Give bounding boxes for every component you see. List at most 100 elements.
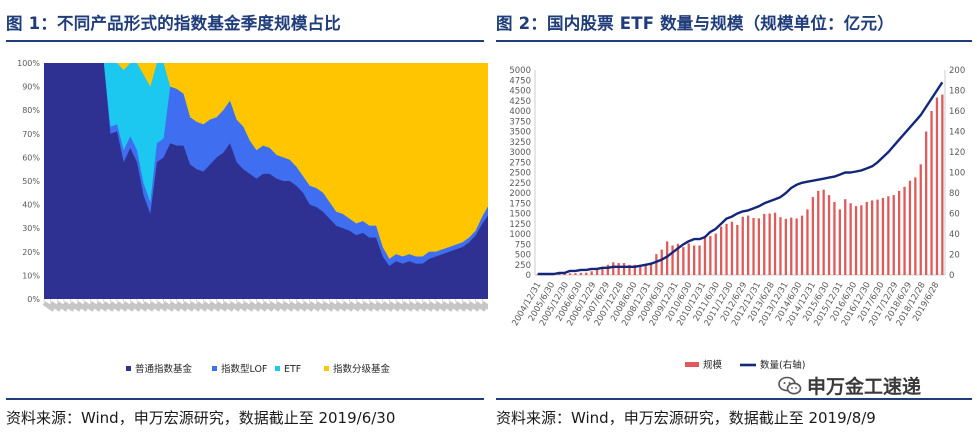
bar-scale (649, 262, 653, 275)
bar-scale (709, 236, 712, 275)
y-left-tick-label: 4250 (509, 97, 531, 107)
bar-scale (687, 243, 690, 275)
bar-scale (779, 217, 782, 275)
y-right-tick-label: 40 (949, 230, 960, 240)
x-tick-label-placeholder (288, 301, 301, 312)
x-tick-label-placeholder (102, 301, 115, 312)
bar-scale (736, 225, 739, 275)
bar-scale (822, 189, 825, 275)
bar-scale (827, 195, 831, 275)
x-tick-label-placeholder (421, 301, 434, 312)
left-stacked-area-chart: 0% 10% 20% 30% 40% 50% 60% 70% 80% 90% 100% 普通指数基金 指… (17, 59, 488, 375)
x-tick-label-placeholder (208, 301, 222, 312)
x-tick-label-placeholder (222, 301, 235, 312)
x-tick-label-placeholder (188, 301, 202, 312)
bar-scale (790, 217, 793, 275)
x-tick-label-placeholder (474, 301, 487, 312)
x-tick-label-placeholder (401, 301, 414, 312)
right-title-rule (496, 40, 972, 42)
bar-scale (908, 180, 912, 275)
bar-scale (655, 254, 658, 275)
y-left-tick-label: 4000 (509, 107, 531, 117)
bar-scale (941, 94, 944, 275)
x-tick-label-placeholder (467, 301, 481, 312)
x-tick-label-placeholder (268, 301, 281, 312)
y-left-tick-label: 3250 (509, 138, 531, 148)
bar-scale (892, 195, 895, 275)
legend-swatch (212, 366, 217, 371)
right-source-note: 资料来源：Wind，申万宏源研究，数据截止至 2019/8/9 (496, 409, 876, 427)
bar-scale (871, 200, 874, 275)
x-tick-label-placeholder (388, 301, 401, 312)
x-tick-label-placeholder (215, 301, 228, 312)
bar-scale (558, 273, 561, 275)
x-tick-label-placeholder (381, 301, 394, 312)
right-source-rule (496, 398, 972, 400)
x-tick-label-placeholder (155, 301, 169, 312)
y-tick-label: 70% (22, 130, 40, 139)
bar-scale (633, 264, 636, 276)
legend-label-count: 数量(右轴) (760, 359, 805, 371)
x-tick-label-placeholder (407, 301, 421, 312)
y-left-tick-label: 4750 (509, 76, 531, 86)
x-tick-label-placeholder (427, 301, 441, 312)
bar-scale (563, 273, 566, 275)
legend-swatch (275, 366, 280, 371)
y-left-tick-label: 3000 (509, 148, 531, 158)
bar-scale (833, 202, 836, 275)
y-right-tick-label: 120 (949, 148, 965, 158)
bar-scale (644, 263, 647, 275)
x-tick-label-placeholder (55, 301, 69, 312)
y-left-tick-label: 2000 (509, 189, 531, 199)
y-tick-label: 0% (27, 295, 40, 304)
x-tick-label-placeholder (49, 301, 62, 312)
x-tick-label-placeholder (334, 301, 348, 312)
y-left-tick-label: 4500 (509, 87, 531, 97)
y-right-tick-label: 160 (949, 107, 965, 117)
bar-scale (865, 202, 868, 275)
bar-scale (595, 270, 599, 275)
x-tick-label-placeholder (461, 301, 474, 312)
y-left-tick-label: 250 (515, 261, 531, 271)
x-tick-label-placeholder (447, 301, 461, 312)
y-tick-label: 60% (22, 153, 40, 162)
bar-scale (574, 273, 577, 275)
x-tick-label-placeholder (82, 301, 95, 312)
watermark-text: 申万金工速递 (807, 376, 922, 398)
x-tick-label-placeholder (89, 301, 102, 312)
bar-scale (741, 216, 744, 275)
x-tick-label-placeholder (182, 301, 195, 312)
bar-scale (622, 263, 626, 275)
bar-scale (585, 272, 588, 275)
x-tick-label-placeholder (308, 301, 321, 312)
x-tick-label-placeholder (394, 301, 408, 312)
bar-scale (698, 245, 701, 275)
bar-scale (676, 243, 680, 275)
x-tick-label-placeholder (129, 301, 142, 312)
wechat-icon (778, 376, 802, 395)
x-tick-label-placeholder (341, 301, 355, 312)
x-tick-label-placeholder (115, 301, 129, 312)
x-tick-label-placeholder (454, 301, 467, 312)
y-left-tick-label: 1000 (509, 230, 531, 240)
y-left-tick-label: 3750 (509, 117, 531, 127)
x-tick-label-placeholder (248, 301, 262, 312)
x-tick-label-placeholder (374, 301, 388, 312)
x-tick-label-placeholder (434, 301, 448, 312)
x-tick-label-placeholder (281, 301, 295, 312)
bar-scale (935, 97, 939, 275)
bar-scale (768, 213, 771, 275)
y-right-tick-label: 180 (949, 87, 965, 97)
legend-swatch-scale (685, 362, 699, 367)
bar-scale (682, 247, 685, 275)
bar-scale (639, 266, 642, 275)
x-tick-label-placeholder (314, 301, 328, 312)
right-chart-title: 图 2：国内股票 ETF 数量与规模（规模单位：亿元） (496, 14, 894, 33)
y-left-tick-label: 2750 (509, 158, 531, 168)
y-right-tick-label: 200 (949, 66, 965, 76)
bar-scale (601, 268, 604, 275)
right-bar-line-chart: 0250500750100012501500175020002250250027… (509, 66, 965, 371)
y-left-tick-label: 750 (515, 240, 531, 250)
bar-scale (860, 205, 863, 275)
legend-label: ETF (284, 364, 301, 375)
